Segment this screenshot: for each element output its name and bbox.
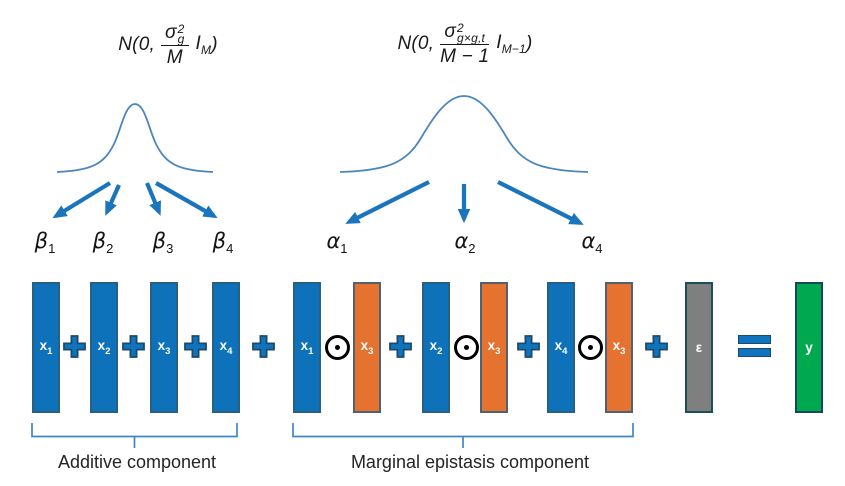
sigma-symbol: σ <box>164 21 177 43</box>
plus-operator-icon <box>122 335 145 358</box>
vector-x3-interaction: x3 <box>480 282 508 413</box>
vector-x2: x2 <box>90 282 118 413</box>
vector-x4-interaction: x4 <box>547 282 575 413</box>
identity-matrix: IM <box>195 33 212 57</box>
error-vector-epsilon: ε <box>685 282 713 413</box>
identity-matrix: IM−1 <box>496 32 526 56</box>
formula-suffix: ) <box>211 34 218 55</box>
beta3-label: β3 <box>152 229 174 257</box>
alpha4-label: α4 <box>581 229 603 257</box>
plus-operator-icon <box>252 335 275 358</box>
hadamard-operator-icon <box>325 335 350 360</box>
gaussian-curve-additive <box>56 103 214 173</box>
beta4-label: β4 <box>212 229 234 257</box>
gaussian-curve-epistasis <box>339 95 589 173</box>
variance-fraction: σ 2 g×g,t M − 1 <box>440 20 490 68</box>
output-vector-y: y <box>795 282 823 413</box>
fraction-denominator: M − 1 <box>440 45 490 67</box>
vector-x2-interaction: x2 <box>422 282 450 413</box>
additive-component-label: Additive component <box>57 452 217 472</box>
sigma-symbol: σ <box>444 20 457 42</box>
plus-operator-icon <box>63 335 86 358</box>
formula-prefix: N(0, <box>397 33 435 54</box>
additive-bracket <box>31 423 238 448</box>
vector-x4: x4 <box>212 282 240 413</box>
beta-sampling-arrows <box>52 181 218 219</box>
beta1-label: β1 <box>34 229 56 257</box>
additive-prior-formula: N(0, σ 2 g M IM ) <box>58 8 278 82</box>
plus-operator-icon <box>389 335 412 358</box>
plus-operator-icon <box>517 335 540 358</box>
plus-operator-icon <box>645 335 668 358</box>
formula-prefix: N(0, <box>118 34 155 55</box>
sigma-subscript: g×g,t <box>457 30 486 45</box>
fraction-denominator: M <box>166 46 183 68</box>
epistasis-component-label: Marginal epistasis component <box>350 452 590 472</box>
vector-x3: x3 <box>150 282 178 413</box>
vector-x3-interaction: x3 <box>353 282 381 413</box>
hadamard-operator-icon <box>454 335 479 360</box>
equals-operator-icon <box>738 335 771 360</box>
vector-x1-interaction: x1 <box>293 282 321 413</box>
plus-operator-icon <box>184 335 207 358</box>
epistasis-prior-formula: N(0, σ 2 g×g,t M − 1 IM−1 ) <box>345 4 585 84</box>
sigma-subscript: g <box>177 31 185 46</box>
beta2-label: β2 <box>92 229 114 257</box>
alpha-sampling-arrows <box>345 180 584 225</box>
vector-x1: x1 <box>32 282 60 413</box>
alpha1-label: α1 <box>326 229 348 257</box>
vector-x3-interaction: x3 <box>605 282 633 413</box>
hadamard-operator-icon <box>578 335 603 360</box>
sigma-superscript: 2 <box>177 21 185 36</box>
epistasis-bracket <box>292 423 634 448</box>
alpha2-label: α2 <box>454 229 476 257</box>
sigma-superscript: 2 <box>457 20 464 35</box>
formula-suffix: ) <box>526 33 533 54</box>
variance-fraction: σ 2 g M <box>160 21 189 69</box>
